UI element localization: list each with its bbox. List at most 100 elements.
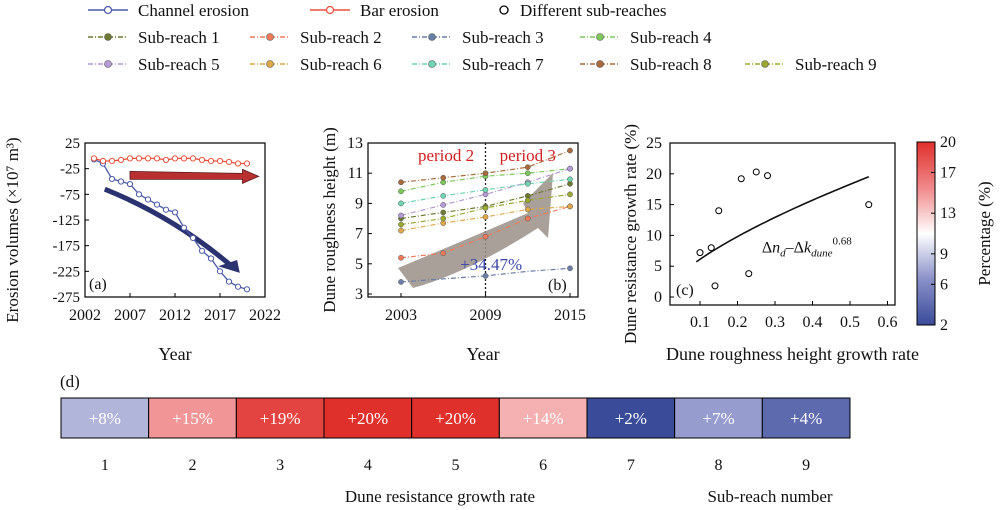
heatmap-cell-sub-reach-9: [761, 397, 851, 439]
data-point: [126, 155, 134, 162]
annotation-increase: +34.47%: [460, 255, 522, 274]
x-tick-label: 0.1: [690, 314, 710, 331]
scatter-point: [696, 249, 704, 257]
y-axis-label: Erosion volumes (×10⁷ m³): [3, 137, 22, 322]
data-point: [225, 278, 233, 285]
data-point: [189, 234, 197, 242]
heatmap-cell-sub-reach-8: [674, 397, 763, 439]
y-tick-label: 0: [654, 289, 662, 306]
y-tick-label: 5: [654, 258, 662, 275]
fit-curve: [695, 176, 870, 263]
data-point: [207, 157, 215, 165]
series-line-sub-reach-4: [400, 168, 571, 192]
x-tick-label: 2017: [204, 307, 236, 324]
heatmap-caption: Dune resistance growth rate: [345, 487, 535, 506]
heatmap-cell-label: +14%: [523, 409, 564, 428]
data-point: [398, 221, 404, 228]
data-point: [567, 265, 573, 272]
legend-label: Sub-reach 5: [138, 55, 220, 74]
data-point: [567, 147, 573, 154]
data-point: [440, 215, 447, 222]
data-point: [171, 209, 179, 216]
data-point: [243, 160, 251, 167]
panel-label: (d): [60, 372, 80, 391]
x-axis-label: Year: [466, 344, 499, 364]
data-point: [398, 179, 404, 186]
colorbar-tick-label: 6: [940, 276, 948, 293]
equation-part: d: [780, 248, 786, 260]
scatter-point: [737, 175, 745, 183]
data-point: [243, 286, 251, 293]
legend-label: Sub-reach 3: [462, 28, 544, 47]
series-line-sub-reach-9: [400, 193, 571, 226]
data-point: [189, 155, 197, 162]
equation-part: 0.68: [832, 236, 852, 248]
x-tick-label: 9: [802, 457, 810, 474]
legend-label: Sub-reach 1: [138, 28, 220, 47]
annotation-period-3: period 3: [500, 146, 556, 165]
x-tick-label: 3: [276, 457, 284, 474]
legend-label: Sub-reach 6: [300, 55, 382, 74]
x-tick-label: 0.3: [765, 314, 785, 331]
x-tick-label: 5: [452, 457, 460, 474]
y-tick-label: -125: [53, 213, 81, 229]
data-point: [171, 155, 179, 162]
series-line-sub-reach-6: [400, 205, 571, 232]
data-point: [482, 186, 489, 193]
y-tick-label: -75: [60, 187, 80, 203]
data-point: [117, 178, 125, 185]
colorbar: [916, 141, 936, 326]
x-axis-label: Dune roughness height growth rate: [666, 344, 919, 364]
data-point: [153, 155, 161, 162]
x-tick-label: 0.2: [728, 314, 748, 331]
x-tick-label: 2002: [69, 307, 101, 324]
legend-swatch-marker: [104, 33, 112, 41]
y-tick-label: -225: [53, 264, 81, 280]
data-point: [440, 202, 447, 208]
data-point: [482, 273, 489, 279]
data-point: [90, 155, 98, 162]
y-tick-label: -275: [53, 290, 81, 306]
data-point: [440, 174, 447, 181]
data-point: [216, 268, 224, 275]
data-point: [567, 191, 573, 198]
legend-swatch-marker: [104, 60, 112, 68]
y-tick-label: 25: [65, 136, 80, 152]
heatmap-cell-label: +8%: [89, 409, 121, 428]
y-axis-label: Dune roughness height (m): [320, 127, 339, 313]
data-point: [524, 206, 531, 213]
heatmap-cell-sub-reach-5: [411, 397, 500, 439]
legend-swatch-marker: [596, 60, 604, 68]
data-point: [108, 175, 116, 183]
y-tick-label: 11: [348, 165, 363, 182]
data-point: [162, 156, 170, 164]
x-axis-label: Sub-reach number: [707, 487, 832, 506]
x-tick-label: 7: [627, 457, 635, 474]
legend-item-sub-reach-2: Sub-reach 2: [250, 28, 382, 47]
data-point: [126, 180, 134, 188]
y-tick-label: -25: [60, 162, 80, 178]
colorbar-tick-label: 20: [940, 134, 956, 151]
data-point: [144, 196, 152, 203]
legend-swatch-marker: [499, 5, 509, 15]
data-point: [398, 212, 404, 219]
y-axis-label: Dune resistance growth rate (%): [621, 124, 640, 344]
heatmap-cell-sub-reach-4: [323, 397, 413, 439]
fit-equation: Δnd–Δkdune0.68: [762, 236, 852, 260]
legend-item-channel-erosion: Channel erosion: [88, 1, 249, 20]
heatmap-cell-label: +2%: [615, 409, 647, 428]
data-point: [482, 233, 489, 240]
colorbar-tick-label: 2: [940, 317, 948, 334]
x-tick-label: 2022: [249, 307, 281, 324]
panel-label: (c): [676, 282, 694, 299]
x-tick-label: 8: [715, 457, 723, 474]
data-point: [524, 164, 531, 171]
data-point: [180, 155, 188, 162]
data-point: [440, 209, 447, 216]
panel-a: 2002 2007 2012 2017 2022 25 -25 -75 -125 -175 -225…: [3, 136, 281, 364]
data-point: [398, 188, 404, 195]
data-point: [398, 200, 404, 207]
plot-frame: [669, 142, 896, 306]
x-tick-label: 2007: [114, 307, 146, 324]
scatter-point: [752, 168, 760, 176]
